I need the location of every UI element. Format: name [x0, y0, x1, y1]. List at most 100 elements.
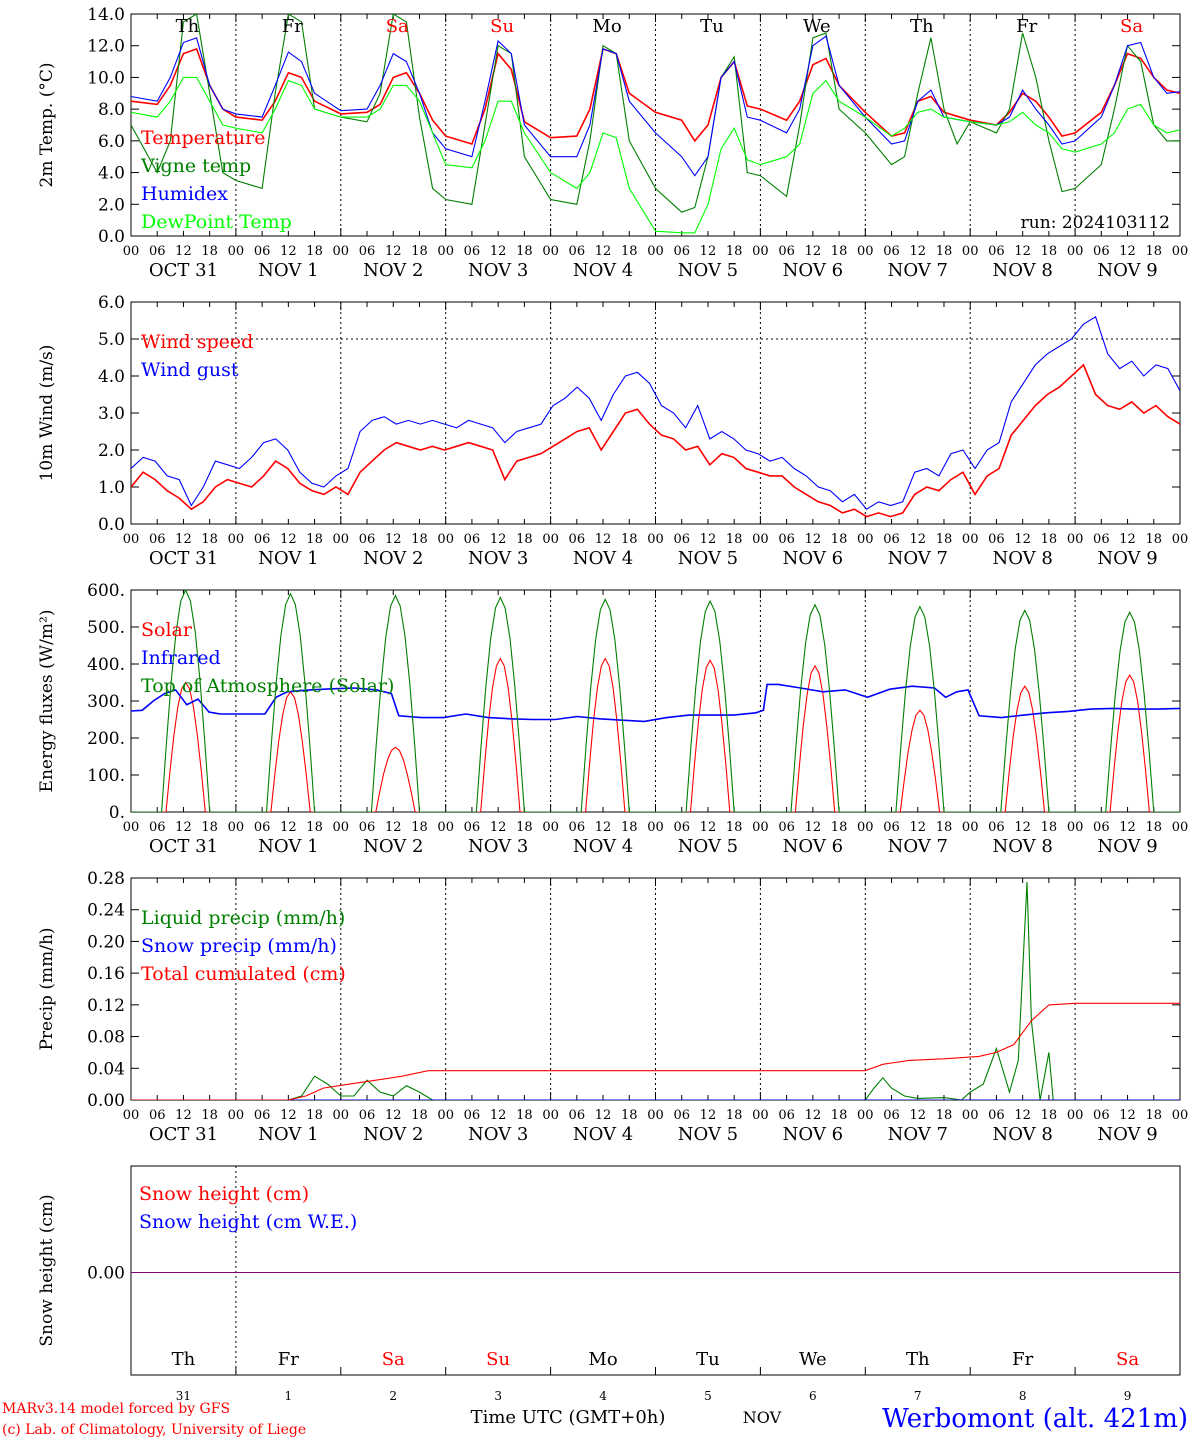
x-hour-tick: 18	[621, 1108, 638, 1123]
x-hour-tick: 12	[175, 1108, 192, 1123]
x-date-label: NOV 6	[783, 1124, 843, 1145]
month-label: NOV	[743, 1408, 782, 1427]
y-tick-label: 4.0	[98, 367, 125, 387]
x-date-label: NOV 1	[258, 1124, 318, 1145]
x-hour-tick: 18	[306, 820, 323, 835]
x-date-label: NOV 2	[363, 836, 423, 857]
x-date-label: NOV 1	[258, 260, 318, 281]
x-hour-tick: 06	[1093, 1108, 1110, 1123]
x-hour-tick: 06	[569, 244, 586, 259]
legend-entry: Vigne temp	[140, 155, 251, 177]
legend-entry: Snow precip (mm/h)	[141, 935, 337, 957]
x-hour-tick: 18	[1041, 532, 1058, 547]
y-tick-label: 0.00	[87, 1091, 125, 1111]
run-label: run: 2024103112	[1021, 213, 1170, 233]
x-hour-tick: 06	[464, 1108, 481, 1123]
series-line-wind-speed	[131, 363, 1180, 518]
x-date-label: NOV 7	[888, 1124, 948, 1145]
series-line-infrared	[131, 683, 1180, 723]
x-hour-tick: 18	[726, 532, 743, 547]
legend-entry: Solar	[141, 619, 193, 641]
x-hour-tick: 12	[805, 532, 822, 547]
y-tick-label: 600.	[87, 581, 125, 601]
x-hour-tick: 00	[1172, 244, 1189, 259]
x-hour-tick: 00	[123, 532, 140, 547]
x-date-label: NOV 3	[468, 1124, 528, 1145]
legend-entry: Top of Atmosphere (Solar)	[141, 675, 394, 697]
x-hour-tick: 00	[1067, 1108, 1084, 1123]
x-hour-tick: 06	[883, 532, 900, 547]
x-hour-tick: 00	[228, 820, 245, 835]
x-hour-tick: 18	[516, 532, 533, 547]
x-hour-tick: 06	[1093, 820, 1110, 835]
x-hour-tick: 12	[700, 532, 717, 547]
y-tick-label: 1.0	[98, 478, 125, 498]
legend-entry: Snow height (cm W.E.)	[139, 1211, 357, 1233]
y-tick-label: 6.0	[98, 293, 125, 313]
x-hour-tick: 18	[621, 244, 638, 259]
x-hour-tick: 18	[831, 820, 848, 835]
day-name-top: Su	[490, 16, 514, 37]
y-tick-label: 0.0	[98, 515, 125, 535]
day-name-top: Th	[176, 16, 200, 37]
x-hour-tick: 12	[700, 1108, 717, 1123]
day-name-top: Th	[910, 16, 934, 37]
x-hour-tick: 12	[1014, 820, 1031, 835]
x-hour-tick: 00	[333, 1108, 350, 1123]
x-hour-tick: 12	[280, 532, 297, 547]
series-line-dewpoint-temp	[131, 76, 1180, 234]
x-hour-tick: 06	[464, 820, 481, 835]
x-hour-tick: 00	[962, 244, 979, 259]
x-hour-tick: 18	[306, 1108, 323, 1123]
legend-entry: Snow height (cm)	[139, 1183, 309, 1205]
x-hour-tick: 18	[1041, 244, 1058, 259]
panel-energy	[130, 589, 1181, 813]
x-hour-tick: 00	[647, 820, 664, 835]
x-hour-tick: 18	[306, 244, 323, 259]
x-hour-tick: 18	[831, 532, 848, 547]
day-name-bottom: Sa	[382, 1349, 405, 1370]
x-hour-tick: 12	[490, 1108, 507, 1123]
x-hour-tick: 00	[1067, 820, 1084, 835]
x-hour-tick: 18	[1041, 1108, 1058, 1123]
x-hour-tick: 06	[359, 532, 376, 547]
x-date-label: NOV 6	[783, 836, 843, 857]
x-hour-tick: 00	[228, 532, 245, 547]
x-hour-tick: 12	[1119, 820, 1136, 835]
x-hour-tick: 12	[805, 244, 822, 259]
x-hour-tick: 18	[621, 532, 638, 547]
y-tick-label: 2.0	[98, 441, 125, 461]
x-hour-tick: 12	[595, 820, 612, 835]
x-hour-tick: 06	[883, 244, 900, 259]
x-hour-tick: 12	[175, 820, 192, 835]
x-hour-tick: 00	[333, 532, 350, 547]
x-hour-tick: 12	[909, 532, 926, 547]
x-date-label: NOV 4	[573, 1124, 633, 1145]
x-date-label: NOV 1	[258, 836, 318, 857]
x-hour-tick: 06	[673, 1108, 690, 1123]
x-date-label: NOV 4	[573, 548, 633, 569]
x-date-label: NOV 2	[363, 260, 423, 281]
y-tick-label: 0.24	[87, 901, 125, 921]
x-hour-tick: 06	[569, 820, 586, 835]
y-tick-label: 500.	[87, 618, 125, 638]
x-hour-tick: 06	[673, 820, 690, 835]
x-hour-tick: 18	[831, 244, 848, 259]
day-number: 4	[599, 1389, 607, 1403]
day-name-bottom: Sa	[1116, 1349, 1139, 1370]
x-hour-tick: 06	[778, 532, 795, 547]
y-tick-label: 14.0	[87, 5, 125, 25]
x-hour-tick: 12	[385, 820, 402, 835]
x-hour-tick: 18	[201, 1108, 218, 1123]
x-date-label: NOV 4	[573, 260, 633, 281]
day-name-top: Sa	[1120, 16, 1143, 37]
day-name-top: Mo	[592, 16, 621, 37]
x-date-label: NOV 9	[1097, 260, 1157, 281]
y-tick-label: 3.0	[98, 404, 125, 424]
y-tick-label: 5.0	[98, 330, 125, 350]
footer-lab: (c) Lab. of Climatology, University of L…	[2, 1422, 306, 1438]
x-date-label: NOV 5	[678, 548, 738, 569]
x-hour-tick: 06	[464, 532, 481, 547]
x-hour-tick: 18	[516, 244, 533, 259]
legend-entry: DewPoint Temp	[141, 211, 292, 233]
